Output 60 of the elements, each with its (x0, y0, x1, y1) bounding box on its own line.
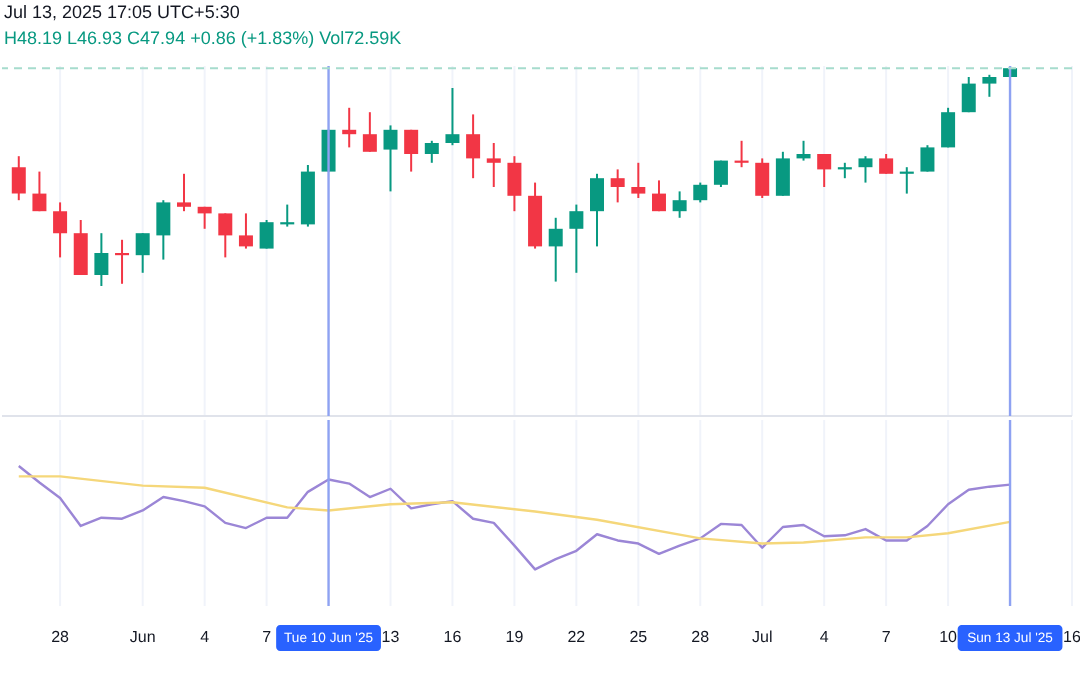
x-tick-label: 13 (381, 628, 401, 646)
candlestick (775, 150, 790, 197)
candlestick (218, 212, 233, 259)
candlestick (569, 203, 584, 274)
candlestick (713, 159, 728, 188)
x-tick-label: 16 (1063, 628, 1080, 646)
x-tick-label: 22 (567, 628, 587, 646)
x-tick-label: 7 (881, 628, 892, 646)
x-tick-label: 7 (262, 628, 273, 646)
candlestick (590, 172, 605, 248)
candlestick (672, 190, 687, 219)
candlestick (445, 87, 460, 147)
candlestick (115, 238, 130, 285)
candlestick (466, 113, 481, 180)
text: H48.19 L46.93 C47.94 +0.86 (+1.83%) Vol72.59K (4, 26, 402, 52)
candlestick (796, 139, 811, 162)
candlestick (755, 157, 770, 199)
candlestick (342, 106, 357, 149)
candlestick (53, 201, 68, 259)
candlestick (631, 161, 646, 199)
candlestick (817, 152, 832, 188)
candlestick (858, 155, 873, 184)
candlestick (651, 179, 666, 213)
candlestick (486, 142, 501, 188)
candlestick (32, 170, 47, 213)
candlestick (941, 106, 956, 149)
candlestick (424, 139, 439, 164)
x-tick-label: Jul (751, 628, 773, 646)
candlestick (899, 166, 914, 195)
candlestick (238, 212, 253, 250)
candlestick (404, 128, 419, 173)
candlestick (73, 218, 88, 276)
x-tick-label: 19 (505, 628, 525, 646)
candlestick (693, 181, 708, 204)
text: Jul 13, 2025 17:05 UTC+5:30 (4, 0, 242, 26)
candlestick (982, 73, 997, 98)
candlestick (610, 168, 625, 204)
x-tick-label: 25 (629, 628, 649, 646)
candlestick (879, 152, 894, 175)
candlestick (176, 172, 191, 213)
candlestick (94, 232, 109, 287)
x-tick-label: 16 (443, 628, 463, 646)
candlestick (11, 155, 26, 202)
candlestick (961, 76, 976, 114)
candlestick (135, 232, 150, 274)
x-tick-label: 4 (200, 628, 211, 646)
candlestick (156, 199, 171, 261)
x-tick-label: 4 (819, 628, 830, 646)
candlestick (362, 111, 377, 153)
x-tick-label: 10 (939, 628, 959, 646)
candlestick (548, 216, 563, 283)
x-tick-label: 28 (51, 628, 71, 646)
x-tick-label: 28 (691, 628, 711, 646)
candlestick (259, 218, 274, 250)
candlestick (920, 144, 935, 173)
candlestick (734, 139, 749, 169)
candlestick (507, 155, 522, 213)
candlestick (280, 203, 295, 228)
x-tick-label: Jun (129, 628, 156, 646)
candlestick (383, 124, 398, 193)
